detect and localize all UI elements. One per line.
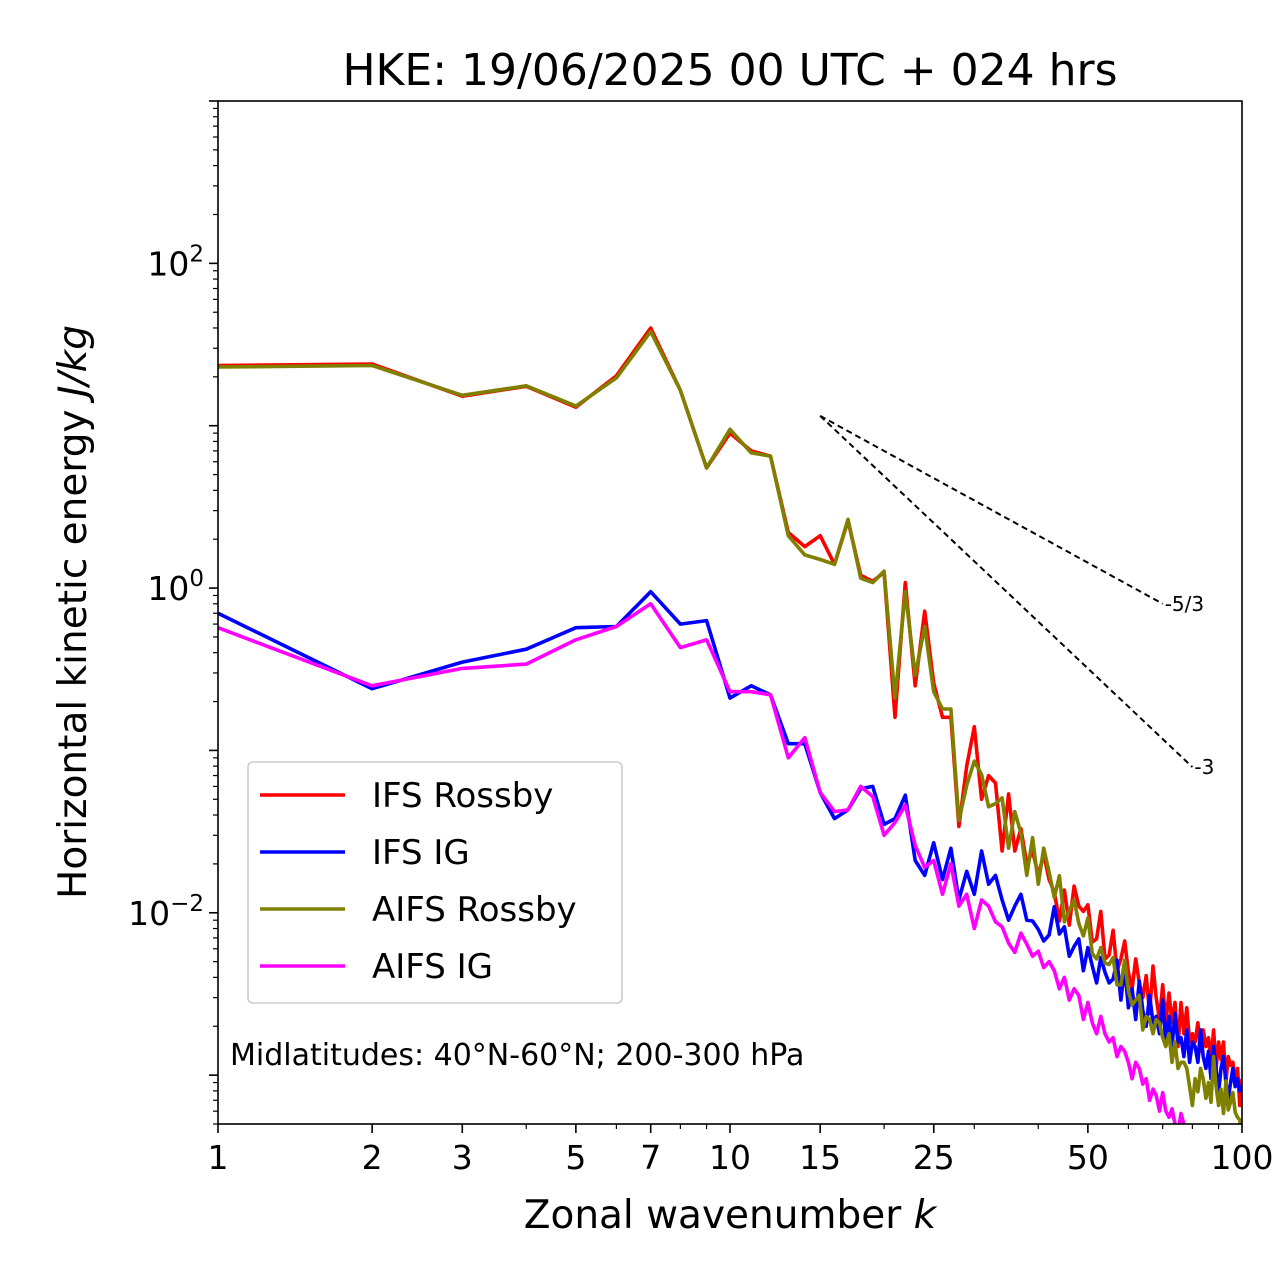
x-tick-label: 1 xyxy=(208,1138,229,1177)
y-axis-ticks: 10−2 100 102 xyxy=(128,100,218,1125)
chart-title: HKE: 19/06/2025 00 UTC + 024 hrs xyxy=(342,45,1117,96)
reference-line-3 xyxy=(819,415,1194,768)
region-annotation: Midlatitudes: 40°N-60°N; 200-300 hPa xyxy=(230,1038,804,1073)
x-tick-label: 3 xyxy=(452,1138,473,1177)
x-axis-ticks: 1 2 3 5 7 10 15 25 50 100 xyxy=(208,1124,1274,1177)
x-tick-label: 10 xyxy=(709,1138,751,1177)
legend-label-aifs-ig: AIFS IG xyxy=(372,947,493,987)
x-tick-label: 5 xyxy=(565,1138,586,1177)
series-line-aifs-rossby xyxy=(218,329,1242,1124)
y-tick-label: 100 xyxy=(147,566,204,608)
x-axis-label: Zonal wavenumber k xyxy=(524,1193,938,1238)
reference-lines: -5/3 -3 xyxy=(819,414,1214,779)
x-tick-label: 15 xyxy=(799,1138,841,1177)
legend-label-ifs-ig: IFS IG xyxy=(372,833,470,873)
reference-line-label: -3 xyxy=(1194,755,1214,779)
x-tick-label: 50 xyxy=(1067,1138,1109,1177)
reference-line-5-3 xyxy=(819,414,1164,605)
legend-frame xyxy=(247,761,623,1004)
x-tick-label: 100 xyxy=(1211,1138,1274,1177)
series-layer xyxy=(218,326,1242,1124)
legend: IFS Rossby IFS IG AIFS Rossby AIFS IG xyxy=(247,761,623,1004)
legend-label-ifs-rossby: IFS Rossby xyxy=(372,776,553,816)
x-tick-label: 25 xyxy=(913,1138,955,1177)
reference-line-label: -5/3 xyxy=(1165,592,1204,616)
y-axis-label: Horizontal kinetic energy J/kg xyxy=(51,325,96,899)
x-tick-label: 2 xyxy=(362,1138,383,1177)
y-tick-label: 10−2 xyxy=(128,891,204,933)
series-line-aifs-ig xyxy=(218,601,1186,1124)
x-tick-label: 7 xyxy=(640,1138,661,1177)
legend-label-aifs-rossby: AIFS Rossby xyxy=(372,890,577,930)
y-tick-label: 102 xyxy=(147,241,204,283)
